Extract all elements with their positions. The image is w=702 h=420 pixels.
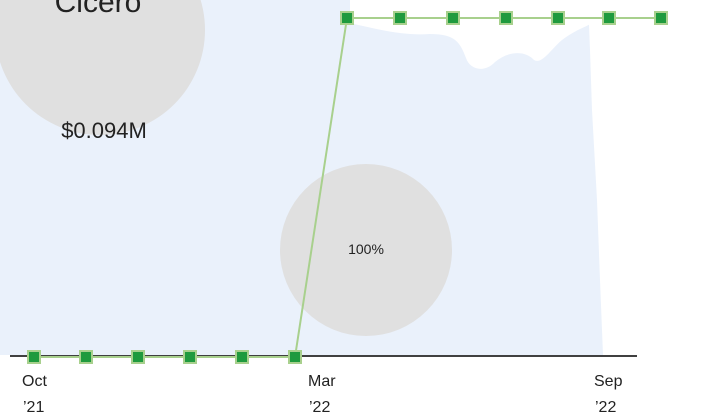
change-bubble	[280, 164, 452, 336]
x-tick-label: Sep	[594, 373, 623, 390]
data-point	[446, 11, 460, 25]
x-tick-label: Oct	[22, 373, 47, 390]
area-value: $0.094M	[61, 118, 147, 143]
data-point	[183, 350, 197, 364]
label-bubble	[0, 0, 205, 135]
data-point	[551, 11, 565, 25]
data-point	[131, 350, 145, 364]
x-tick-year: ’22	[309, 399, 330, 416]
data-point	[499, 11, 513, 25]
change-label: 100%	[348, 241, 384, 257]
data-point	[27, 350, 41, 364]
series-markers	[27, 11, 668, 364]
area-label: Cicero	[55, 0, 142, 19]
data-point	[602, 11, 616, 25]
data-point	[340, 11, 354, 25]
data-point	[393, 11, 407, 25]
x-tick-label: Mar	[308, 373, 336, 390]
data-point	[288, 350, 302, 364]
data-point	[235, 350, 249, 364]
x-tick-year: ’22	[595, 399, 616, 416]
x-axis-labels: Oct ’21 Mar ’22 Sep ’22	[22, 373, 623, 416]
data-point	[654, 11, 668, 25]
x-tick-year: ’21	[23, 399, 44, 416]
data-point	[79, 350, 93, 364]
